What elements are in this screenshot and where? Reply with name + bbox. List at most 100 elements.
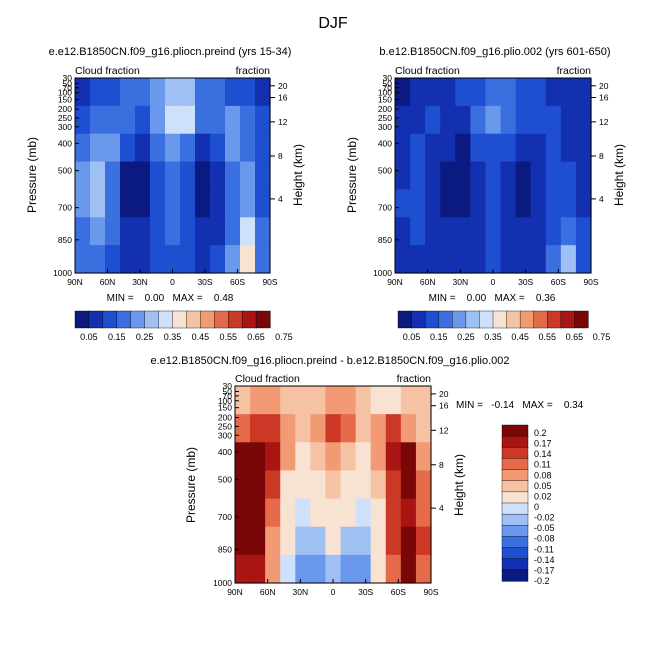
heatmap-cell: [370, 554, 387, 584]
heatmap-cell: [560, 245, 577, 274]
x-tick-label: 30N: [132, 277, 148, 287]
heatmap-cell: [425, 105, 441, 135]
heatmap-cell: [90, 78, 106, 107]
y-tick-label: 70: [63, 83, 73, 93]
heatmap-cell: [355, 554, 372, 584]
heatmap-cell: [195, 78, 211, 107]
height-tick-label: 12: [278, 117, 288, 127]
heatmap-cell: [400, 470, 417, 500]
heatmap-cell: [225, 78, 241, 107]
heatmap-cell: [180, 161, 196, 191]
x-axis: 90N 60N 30N 0 30S 60S 90S: [227, 579, 439, 597]
heatmap-cell: [575, 105, 592, 135]
colorbar-label: -0.11: [534, 544, 554, 554]
x-tick-label: 30N: [453, 277, 469, 287]
heatmap-cell: [530, 78, 547, 107]
heatmap-cell: [120, 217, 136, 246]
heatmap-cell: [410, 245, 426, 274]
heatmap-cell: [255, 189, 271, 218]
y-tick-label: 30: [63, 73, 73, 83]
heatmap-cell: [400, 526, 417, 556]
heatmap-cell: [90, 189, 106, 218]
heatmap-cell: [325, 498, 342, 528]
colorbar-swatch: [438, 310, 453, 329]
y-tick-label: 500: [58, 166, 72, 176]
heatmap-cell: [500, 245, 517, 274]
heatmap-cell: [225, 245, 241, 274]
heatmap-cell: [265, 386, 281, 415]
colorbar-swatch: [116, 310, 132, 329]
heatmap-cell: [310, 470, 327, 500]
colorbar-label: 0.25: [136, 332, 154, 342]
heatmap-cell: [120, 105, 136, 135]
heatmap-cell: [530, 105, 547, 135]
heatmap-cell: [240, 133, 256, 163]
heatmap-cell: [530, 133, 547, 163]
heatmap-cell: [255, 78, 271, 107]
chart-title: DJF: [318, 15, 348, 32]
y-tick-label: 100: [58, 88, 72, 98]
x-tick-label: 60S: [230, 277, 245, 287]
heatmap-cell: [165, 78, 181, 107]
height-tick-label: 4: [278, 194, 283, 204]
heatmap-cell: [370, 470, 387, 500]
heatmap-cell: [250, 470, 266, 500]
heatmap-cell: [340, 554, 357, 584]
heatmap-cell: [165, 105, 181, 135]
heatmap-cell: [165, 189, 181, 218]
heatmap-cell: [385, 554, 402, 584]
heatmap-cell: [545, 78, 562, 107]
heatmap-cell: [455, 161, 471, 191]
heatmap-cell: [210, 133, 226, 163]
heatmap-cell: [455, 78, 471, 107]
heatmap-cell: [280, 442, 296, 472]
colorbar-swatch: [506, 310, 521, 329]
heatmap-cell: [255, 161, 271, 191]
heatmap-cell: [90, 133, 106, 163]
x-tick-label: 90S: [583, 277, 598, 287]
x-tick-label: 90S: [262, 277, 277, 287]
heatmap-cell: [425, 78, 441, 107]
height-axis-label: Height (km): [612, 144, 626, 206]
heatmap-cell: [135, 161, 151, 191]
heatmap-cell: [515, 133, 532, 163]
x-tick-label: 90N: [387, 277, 403, 287]
heatmap-cell: [370, 386, 387, 415]
heatmap-cell: [75, 133, 91, 163]
height-axis-label: Height (km): [452, 454, 466, 516]
x-tick-label: 30S: [197, 277, 212, 287]
colorbar-label: 0.45: [192, 332, 210, 342]
heatmap-cell: [280, 526, 296, 556]
y-tick-label: 100: [378, 88, 392, 98]
heatmap-cell: [515, 161, 532, 191]
y-tick-label: 200: [218, 413, 232, 423]
heatmap-cell: [250, 414, 266, 443]
colorbar-swatch: [501, 569, 529, 582]
y-tick-label: 850: [58, 235, 72, 245]
heatmap-cell: [310, 386, 327, 415]
y-tick-label: 700: [378, 203, 392, 213]
heatmap-cell: [180, 105, 196, 135]
heatmap-cell: [400, 414, 417, 443]
colorbar-label: -0.2: [534, 576, 550, 586]
heatmap-cell: [500, 189, 517, 218]
heatmap-cell: [265, 442, 281, 472]
x-tick-label: 0: [170, 277, 175, 287]
colorbar-swatch: [158, 310, 174, 329]
heatmap-cell: [195, 133, 211, 163]
panel-title: e.e12.B1850CN.f09_g16.pliocn.preind - b.…: [151, 355, 510, 367]
heatmap-cell: [425, 217, 441, 246]
heatmap-cell: [75, 245, 91, 274]
y-tick-label: 1000: [213, 578, 232, 588]
heatmap-cell: [120, 133, 136, 163]
colorbar-swatch: [501, 513, 529, 526]
heatmap-cell: [250, 386, 266, 415]
colorbar-swatch: [492, 310, 508, 329]
heatmap-cell: [400, 442, 417, 472]
x-tick-label: 0: [331, 587, 336, 597]
height-tick-label: 12: [439, 425, 449, 435]
heatmap-cell: [455, 245, 471, 274]
left-label: Cloud fraction: [75, 65, 140, 77]
heatmap-cell: [485, 78, 502, 107]
heatmap-cell: [240, 245, 256, 274]
